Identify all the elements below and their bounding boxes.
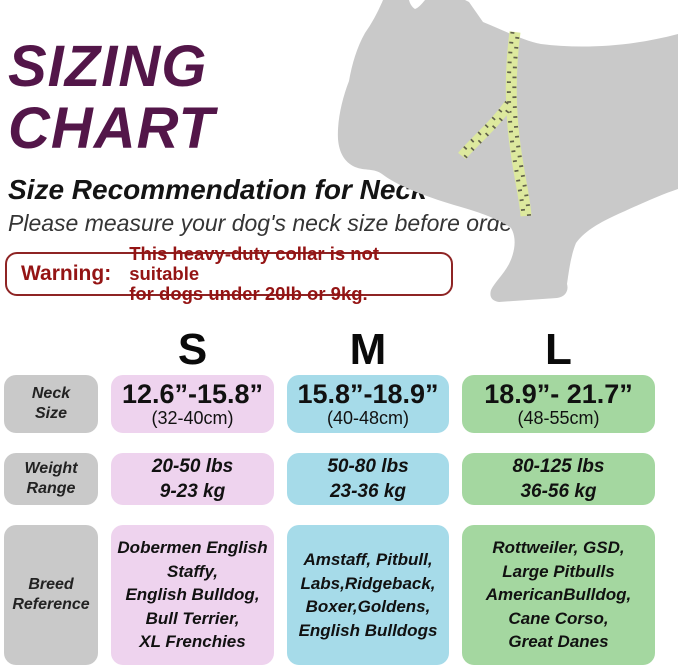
weight-range-l: 80-125 lbs 36-56 kg <box>512 456 605 502</box>
neck-size-row-label: Neck Size <box>4 375 98 433</box>
weight-range-cell-m: 50-80 lbs 23-36 kg <box>287 453 449 505</box>
neck-size-l-inches: 18.9”- 21.7” <box>484 379 633 409</box>
neck-size-m-cm: (40-48cm) <box>326 408 410 428</box>
warning-message: This heavy-duty collar is not suitable f… <box>129 243 380 304</box>
breed-reference-cell-l: Rottweiler, GSD, Large Pitbulls American… <box>462 525 655 665</box>
neck-size-l-cm: (48-55cm) <box>517 408 600 428</box>
size-header-row: S M L <box>4 326 655 372</box>
neck-size-cell-m: 15.8”-18.9” (40-48cm) <box>287 375 449 433</box>
weight-range-cell-s: 20-50 lbs 9-23 kg <box>111 453 274 505</box>
breed-reference-m: Amstaff, Pitbull, Labs,Ridgeback, Boxer,… <box>298 550 438 640</box>
dog-with-measuring-tape-illustration <box>337 0 678 302</box>
neck-size-cell-l: 18.9”- 21.7” (48-55cm) <box>462 375 655 433</box>
measure-note: Please measure your dog's neck size befo… <box>8 210 551 236</box>
weight-range-s: 20-50 lbs 9-23 kg <box>151 456 234 502</box>
dog-silhouette <box>337 0 678 302</box>
breed-reference-cell-m: Amstaff, Pitbull, Labs,Ridgeback, Boxer,… <box>287 525 449 665</box>
neck-size-s-inches: 12.6”-15.8” <box>121 379 264 409</box>
neck-size-row: Neck Size 12.6”-15.8” (32-40cm) 15.8”-18… <box>4 375 655 433</box>
size-header-spacer <box>4 326 98 372</box>
warning-box: Warning: This heavy-duty collar is not s… <box>5 244 453 304</box>
warning-label: Warning: <box>21 262 112 285</box>
neck-size-cell-s: 12.6”-15.8” (32-40cm) <box>111 375 274 433</box>
weight-range-row-label: Weight Range <box>4 453 98 505</box>
breed-reference-l: Rottweiler, GSD, Large Pitbulls American… <box>485 538 632 652</box>
breed-reference-row: Breed Reference Dobermen English Staffy,… <box>4 525 655 665</box>
weight-range-row: Weight Range 20-50 lbs 9-23 kg 50-80 lbs… <box>4 453 655 505</box>
size-header-s: S <box>177 325 208 374</box>
breed-reference-cell-s: Dobermen English Staffy, English Bulldog… <box>111 525 274 665</box>
page-title: SIZING CHART <box>8 34 215 161</box>
size-header-m: M <box>349 325 387 374</box>
neck-size-m-inches: 15.8”-18.9” <box>297 379 439 409</box>
measuring-tape <box>458 31 532 217</box>
weight-range-m: 50-80 lbs 23-36 kg <box>327 456 409 502</box>
breed-reference-s: Dobermen English Staffy, English Bulldog… <box>117 538 268 652</box>
neck-size-s-cm: (32-40cm) <box>151 408 234 428</box>
weight-range-cell-l: 80-125 lbs 36-56 kg <box>462 453 655 505</box>
breed-reference-row-label: Breed Reference <box>4 525 98 665</box>
size-header-l: L <box>545 325 572 374</box>
subtitle: Size Recommendation for Neck <box>8 174 427 205</box>
